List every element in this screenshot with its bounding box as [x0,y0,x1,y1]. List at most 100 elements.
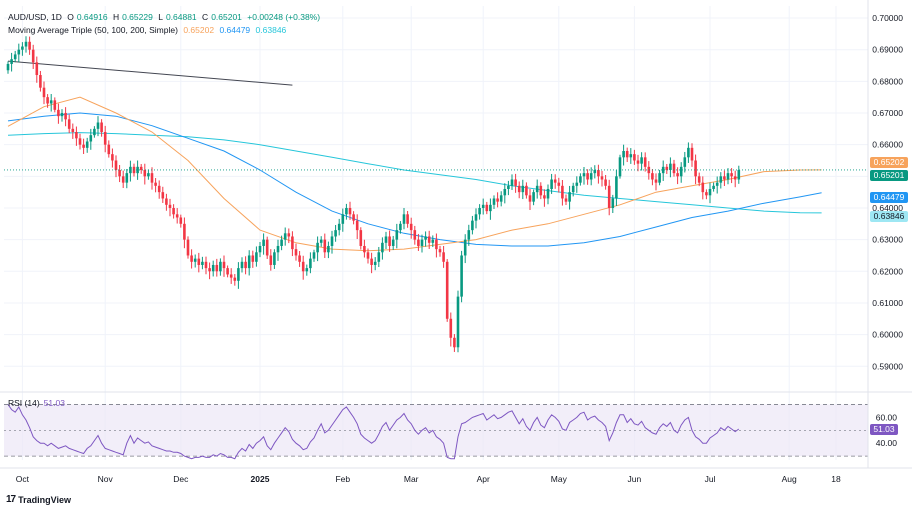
candle-body [546,188,550,199]
candle-body [118,169,121,177]
candle-body [172,207,175,215]
candle-body [456,296,460,348]
candle-body [672,163,676,174]
candle-body [165,198,168,205]
candle-body [370,258,373,265]
ma100-price-tag: 0.64479 [870,192,908,203]
candle-body [366,252,370,259]
candle-body [211,264,215,272]
candle-body [388,236,391,246]
candle-body [39,75,42,88]
candle-body [427,236,431,243]
price-tick-label: 0.60000 [872,330,903,340]
candle-body [399,223,402,231]
candle-body [247,255,251,269]
candle-body [564,198,568,202]
price-tag-label: 0.65202 [874,157,905,167]
candle-body [265,239,269,256]
candle-body [316,242,319,253]
candle-body [21,46,24,50]
candle-body [283,233,287,240]
candle-body [521,185,525,193]
ma50-value: 0.65202 [183,25,215,35]
candle-body [582,173,586,177]
candle-body [28,41,31,50]
candle-body [543,195,546,199]
candle-body [244,261,247,269]
candle-body [384,236,388,243]
candle-body [111,154,114,161]
candle-body [60,113,64,117]
rsi-value-tag: 51.03 [870,423,898,435]
rsi-title[interactable]: RSI (14) [8,398,40,408]
candle-body [377,252,381,262]
tradingview-logo[interactable]: 17 TradingView [6,494,71,505]
rsi-header-value: 51.03 [43,398,65,408]
candle-body [611,198,615,208]
candle-body [309,258,312,269]
ma50-price-tag: 0.65202 [870,157,908,168]
candle-body [57,109,60,117]
candle-body [215,264,219,272]
candle-body [348,207,352,215]
time-tick-label: Nov [98,474,114,484]
ma-header: Moving Average Triple (50, 100, 200, Sim… [8,25,289,35]
candle-body [183,223,186,240]
candle-body [719,176,723,183]
candle-body [697,176,701,183]
time-tick-label: 18 [831,474,841,484]
candle-body [312,252,316,259]
symbol-label[interactable]: AUD/USD, 1D [8,12,62,22]
candle-body [219,261,222,272]
candle-body [301,261,305,272]
candle-body [499,195,503,202]
ma100-value: 0.64479 [219,25,251,35]
candle-body [431,239,435,243]
candle-body [435,239,438,250]
candle-body [294,249,298,256]
candle-body [730,173,733,177]
candle-body [618,157,622,177]
candle-body [186,239,190,256]
rsi-tick-label: 60.00 [876,412,898,422]
candle-body [593,169,597,174]
candle-body [633,154,636,161]
candle-body [6,63,10,71]
candle-body [708,188,712,196]
price-tick-label: 0.61000 [872,298,903,308]
candle-body [226,268,229,275]
candle-body [658,173,661,183]
rsi-line [7,404,740,460]
candle-body [471,220,474,231]
candle-body [571,185,575,193]
candle-body [323,239,327,253]
time-tick-label: Mar [404,474,419,484]
candle-body [93,128,96,136]
candle-body [550,179,553,189]
candle-body [438,249,442,253]
candle-body [168,204,172,208]
candle-body [330,236,334,246]
candle-body [363,245,366,253]
price-tag-label: 0.63846 [874,211,905,221]
candle-body [31,49,35,63]
candle-body [575,182,579,186]
candle-body [453,337,456,348]
candle-body [604,179,607,186]
candle-body [683,157,687,167]
candle-body [175,214,179,218]
rsi-header: RSI (14) 51.03 [8,398,65,408]
candle-body [298,255,301,262]
candle-body [528,195,532,202]
price-tick-label: 0.69000 [872,45,903,55]
candle-body [150,173,154,183]
candle-body [409,223,413,231]
candle-body [204,261,208,269]
candle-body [103,132,107,145]
candle-body [201,261,204,265]
indicator-title[interactable]: Moving Average Triple (50, 100, 200, Sim… [8,25,178,35]
candle-body [676,173,679,177]
candle-body [136,166,139,174]
price-tick-label: 0.67000 [872,108,903,118]
